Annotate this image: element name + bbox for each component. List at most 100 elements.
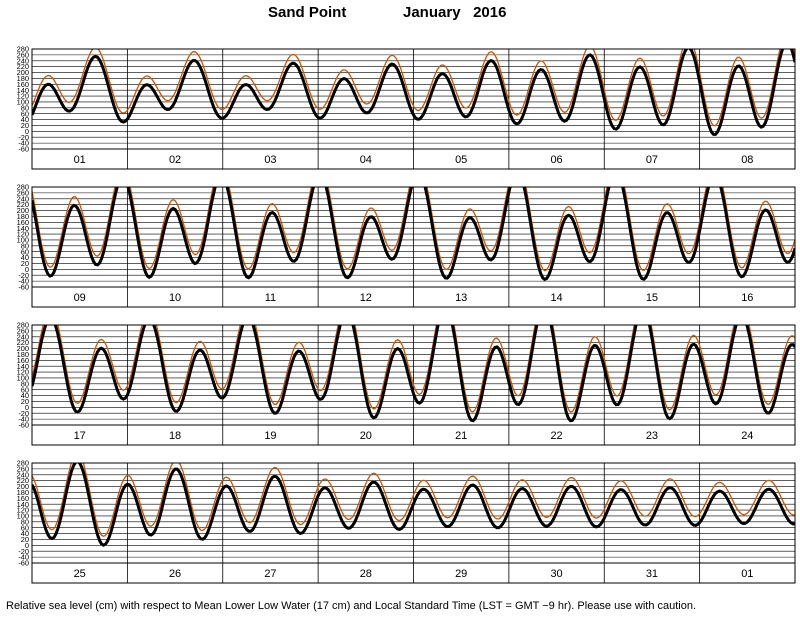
day-label: 02	[169, 154, 181, 166]
period-title: January 2016	[403, 4, 506, 21]
day-label: 31	[646, 568, 658, 580]
y-tick-label: 40	[21, 391, 29, 400]
station-title: Sand Point	[268, 4, 347, 21]
y-tick-label: 0	[25, 403, 29, 412]
y-tick-label: 120	[17, 230, 29, 239]
y-tick-label: 100	[17, 98, 29, 107]
day-label: 12	[360, 292, 372, 304]
y-tick-label: -20	[18, 271, 29, 280]
day-label: 10	[169, 292, 181, 304]
y-tick-label: 260	[17, 464, 29, 473]
day-label: 29	[455, 568, 467, 580]
y-tick-label: 0	[25, 265, 29, 274]
y-tick-label: 220	[17, 338, 29, 347]
y-tick-label: 60	[21, 385, 29, 394]
footer-note: Relative sea level (cm) with respect to …	[6, 600, 697, 612]
day-label: 05	[455, 154, 467, 166]
day-label: 01	[74, 154, 86, 166]
day-label: 19	[264, 430, 276, 442]
y-tick-label: 280	[17, 321, 29, 330]
day-label: 11	[265, 292, 276, 304]
y-tick-label: 160	[17, 80, 29, 89]
y-tick-label: 80	[21, 241, 29, 250]
y-tick-label: 280	[17, 183, 29, 192]
y-tick-label: 0	[25, 541, 29, 550]
observed-line	[32, 49, 795, 127]
y-tick-label: 180	[17, 488, 29, 497]
day-label-band	[31, 424, 796, 446]
y-tick-label: 20	[21, 121, 29, 130]
day-label: 15	[646, 292, 658, 304]
y-tick-label: 120	[17, 92, 29, 101]
day-label: 06	[550, 154, 562, 166]
year-label: 2016	[473, 4, 507, 21]
day-label: 26	[169, 568, 181, 580]
y-tick-label: 160	[17, 218, 29, 227]
y-tick-label: 200	[17, 68, 29, 77]
observed-line	[32, 325, 795, 413]
y-tick-label: 240	[17, 470, 29, 479]
day-label: 20	[360, 430, 372, 442]
y-tick-label: -20	[18, 547, 29, 556]
y-tick-label: 220	[17, 476, 29, 485]
y-tick-label: 60	[21, 109, 29, 118]
y-tick-label: 20	[21, 535, 29, 544]
day-label: 17	[74, 430, 86, 442]
day-label-band	[31, 148, 796, 170]
y-tick-label: 160	[17, 494, 29, 503]
y-tick-label: -60	[18, 145, 29, 154]
y-tick-label: 260	[17, 326, 29, 335]
day-label: 14	[550, 292, 562, 304]
y-tick-label: 240	[17, 332, 29, 341]
day-label: 09	[74, 292, 86, 304]
y-tick-label: 40	[21, 115, 29, 124]
day-label: 30	[550, 568, 562, 580]
day-label: 03	[264, 154, 276, 166]
y-tick-label: 140	[17, 500, 29, 509]
y-tick-label: 60	[21, 247, 29, 256]
y-tick-label: 20	[21, 259, 29, 268]
panel-3: -60-40-200204060801001201401601802002202…	[17, 321, 796, 446]
day-label: 04	[360, 154, 372, 166]
y-tick-label: 40	[21, 253, 29, 262]
y-tick-label: 120	[17, 368, 29, 377]
day-label: 13	[455, 292, 467, 304]
y-tick-label: 20	[21, 397, 29, 406]
y-tick-label: -20	[18, 409, 29, 418]
predicted-line	[32, 49, 795, 136]
y-tick-label: -60	[18, 283, 29, 292]
y-tick-label: -60	[18, 559, 29, 568]
day-label: 21	[455, 430, 467, 442]
y-tick-label: -40	[18, 553, 29, 562]
day-label-band	[31, 562, 796, 584]
y-tick-label: -60	[18, 421, 29, 430]
y-tick-label: 60	[21, 523, 29, 532]
y-tick-label: -40	[18, 277, 29, 286]
tide-chart: -60-40-200204060801001201401601802002202…	[17, 45, 796, 584]
day-label-band	[31, 286, 796, 308]
day-label: 01	[741, 568, 753, 580]
day-label: 07	[646, 154, 658, 166]
day-label: 23	[646, 430, 658, 442]
y-tick-label: -40	[18, 139, 29, 148]
y-tick-label: -20	[18, 133, 29, 142]
predicted-line	[32, 187, 795, 282]
y-tick-label: -40	[18, 415, 29, 424]
observed-line	[32, 463, 795, 538]
panel-1: -60-40-200204060801001201401601802002202…	[17, 45, 796, 170]
observed-line	[32, 187, 795, 272]
y-tick-label: 140	[17, 224, 29, 233]
y-tick-label: 80	[21, 379, 29, 388]
panel-4: -60-40-200204060801001201401601802002202…	[17, 459, 796, 584]
y-tick-label: 280	[17, 45, 29, 54]
y-tick-label: 80	[21, 103, 29, 112]
y-tick-label: 180	[17, 350, 29, 359]
y-tick-label: 220	[17, 62, 29, 71]
day-label: 16	[741, 292, 753, 304]
y-tick-label: 100	[17, 512, 29, 521]
day-label: 24	[741, 430, 753, 442]
y-tick-label: 200	[17, 206, 29, 215]
day-label: 08	[741, 154, 753, 166]
y-tick-label: 40	[21, 529, 29, 538]
y-tick-label: 120	[17, 506, 29, 515]
